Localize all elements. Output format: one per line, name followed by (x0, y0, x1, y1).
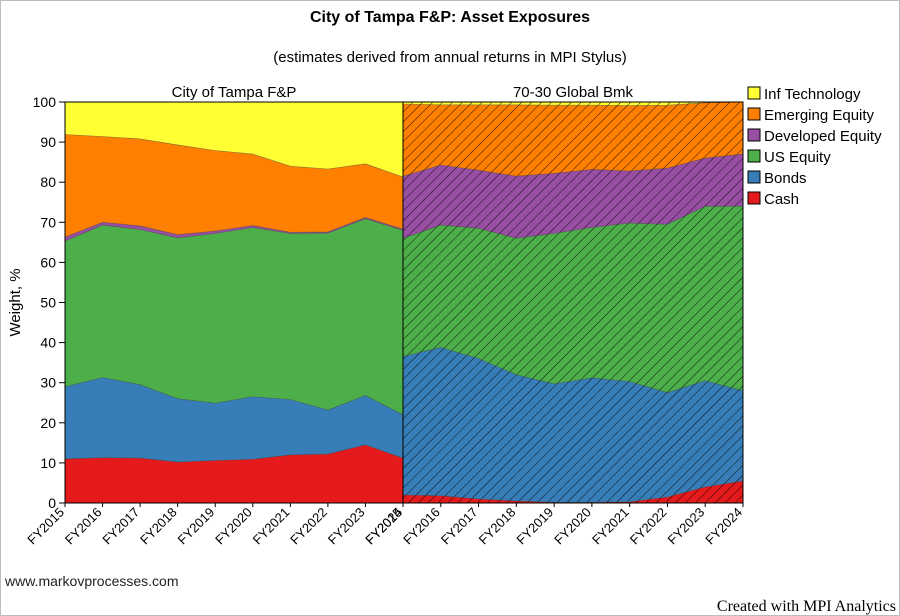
legend-label: Bonds (764, 170, 807, 187)
boundary-city-of-tampa-f-p-developed-equity (64, 217, 404, 238)
legend-swatch (747, 149, 761, 163)
legend-item-inf-technology: Inf Technology (747, 86, 861, 103)
area-70-30-global-bmk-bonds-hatch (403, 347, 743, 503)
boundary-city-of-tampa-f-p-bonds (64, 377, 404, 416)
boundary-70-30-global-bmk-us-equity (402, 206, 743, 239)
panel-title: City of Tampa F&P (172, 84, 297, 101)
area-70-30-global-bmk-emerging-equity-hatch (403, 102, 743, 177)
x-tick-label: FY2019 (175, 505, 218, 548)
area-70-30-global-bmk-us-equity-hatch (403, 206, 743, 393)
legend-swatch (747, 191, 761, 205)
footer-website: www.markovprocesses.com (5, 573, 179, 589)
x-tick-label: FY2019 (513, 505, 556, 548)
legend-item-bonds: Bonds (747, 170, 807, 187)
y-tick-label: 100 (33, 94, 57, 110)
x-tick-label: FY2024 (702, 505, 745, 548)
y-tick-label: 0 (48, 495, 56, 511)
area-city-of-tampa-f-p-inf-technology (65, 102, 403, 177)
chart-subtitle: (estimates derived from annual returns i… (273, 49, 627, 66)
legend-label: Cash (764, 191, 799, 208)
x-tick-label: FY2021 (250, 505, 293, 548)
y-tick-label: 50 (40, 295, 56, 311)
area-city-of-tampa-f-p-us-equity (65, 218, 403, 415)
x-tick-label: FY2020 (551, 505, 594, 548)
legend-item-cash: Cash (747, 191, 799, 208)
area-70-30-global-bmk-cash-hatch (403, 480, 743, 503)
y-axis-label: Weight, % (7, 268, 24, 336)
x-tick-label: FY2018 (137, 505, 180, 548)
boundary-city-of-tampa-f-p-cash (64, 444, 404, 463)
legend-label: US Equity (764, 149, 831, 166)
y-tick-label: 10 (40, 455, 56, 471)
x-tick-label: FY2017 (99, 505, 142, 548)
y-tick-label: 60 (40, 254, 56, 270)
y-tick-label: 80 (40, 174, 56, 190)
legend-item-developed-equity: Developed Equity (747, 128, 882, 145)
legend-swatch (747, 107, 761, 121)
boundary-70-30-global-bmk-emerging-equity (402, 101, 744, 106)
y-tick-label: 70 (40, 214, 56, 230)
legend-swatch (747, 170, 761, 184)
x-tick-label: FY2016 (62, 505, 105, 548)
x-tick-label: FY2023 (325, 505, 368, 548)
x-tick-label: FY2022 (287, 505, 330, 548)
area-city-of-tampa-f-p-cash (65, 444, 403, 503)
boundary-70-30-global-bmk-developed-equity (402, 153, 744, 177)
legend-label: Emerging Equity (764, 107, 875, 124)
legend-item-us-equity: US Equity (747, 149, 831, 166)
x-tick-label: FY2021 (589, 505, 632, 548)
area-city-of-tampa-f-p-developed-equity (65, 217, 403, 242)
y-tick-label: 90 (40, 134, 56, 150)
area-city-of-tampa-f-p-emerging-equity (65, 134, 403, 238)
boundary-70-30-global-bmk-cash (402, 480, 744, 503)
x-tick-label: FY2020 (212, 505, 255, 548)
legend-label: Developed Equity (764, 128, 882, 145)
x-tick-label: FY2023 (665, 505, 708, 548)
x-tick-label: FY2022 (627, 505, 670, 548)
footer-credit: Created with MPI Analytics (716, 598, 896, 615)
legend-label: Inf Technology (764, 86, 861, 103)
x-tick-label: FY2018 (476, 505, 519, 548)
y-tick-label: 20 (40, 415, 56, 431)
legend-swatch (747, 128, 761, 142)
boundary-city-of-tampa-f-p-emerging-equity (64, 134, 404, 178)
y-tick-label: 30 (40, 375, 56, 391)
x-tick-label: FY2017 (438, 505, 481, 548)
area-70-30-global-bmk-developed-equity-hatch (403, 154, 743, 239)
x-tick-label: FY2016 (400, 505, 443, 548)
boundary-city-of-tampa-f-p-us-equity (64, 218, 404, 242)
panel-title: 70-30 Global Bmk (513, 84, 634, 101)
x-tick-label: FY2015 (362, 505, 405, 548)
legend-swatch (747, 86, 761, 100)
y-tick-label: 40 (40, 335, 56, 351)
legend-item-emerging-equity: Emerging Equity (747, 107, 875, 124)
area-city-of-tampa-f-p-bonds (65, 377, 403, 463)
boundary-70-30-global-bmk-bonds (402, 347, 744, 394)
chart-title: City of Tampa F&P: Asset Exposures (309, 9, 591, 26)
x-tick-label: FY2015 (24, 505, 67, 548)
